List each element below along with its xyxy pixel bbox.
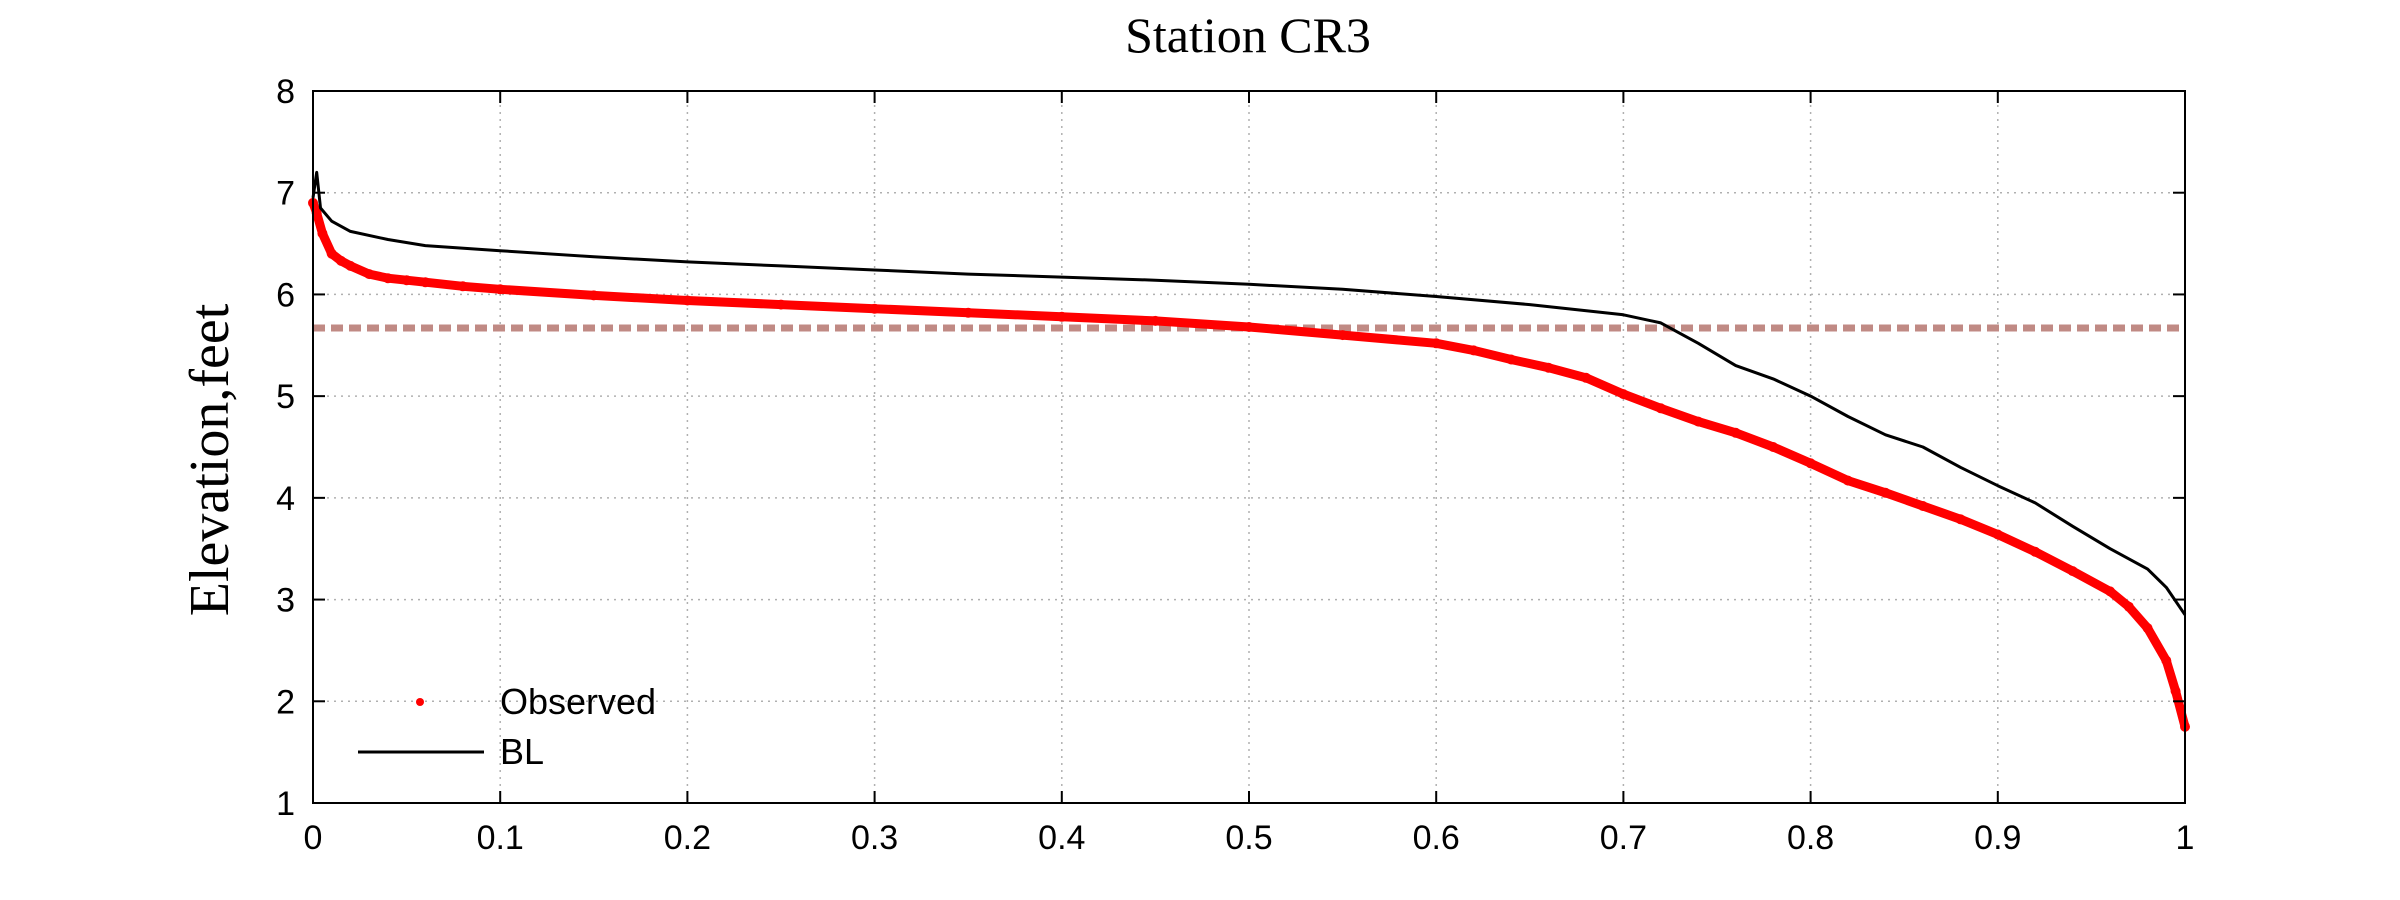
legend-observed-marker xyxy=(416,698,424,706)
legend-observed-label: Observed xyxy=(500,681,656,722)
observed-point xyxy=(1805,458,1816,469)
observed-point xyxy=(326,248,337,259)
observed-point xyxy=(1955,514,1966,525)
y-tick-label: 7 xyxy=(276,175,295,213)
series-layer xyxy=(308,170,2190,732)
bl-series-line xyxy=(311,170,2187,616)
observed-point xyxy=(457,281,468,292)
y-tick-label: 8 xyxy=(276,73,295,111)
observed-point xyxy=(345,260,356,271)
observed-point xyxy=(1655,403,1666,414)
x-tick-label: 0.9 xyxy=(1974,819,2021,857)
observed-point xyxy=(1581,372,1591,383)
y-tick-label: 3 xyxy=(276,582,295,620)
observed-point xyxy=(963,307,974,318)
y-tick-label: 6 xyxy=(276,276,295,314)
x-tick-label: 0.5 xyxy=(1225,819,1272,857)
ticks: 0 0.1 0.2 0.3 0.4 0.5 0.6 0.7 0.8 0.9 1 1 2 3 4 5 6 7 8 xyxy=(276,73,2194,857)
legend-bl-label: BL xyxy=(500,731,544,772)
observed-point xyxy=(1992,529,2003,540)
observed-point xyxy=(1843,475,1853,486)
observed-point xyxy=(2067,566,2078,577)
observed-point xyxy=(364,269,375,280)
observed-point xyxy=(588,290,599,301)
observed-point xyxy=(1431,338,1442,349)
y-tick-label: 4 xyxy=(276,480,295,518)
y-tick-label: 2 xyxy=(276,683,295,721)
x-tick-label: 0 xyxy=(304,819,323,857)
observed-point xyxy=(1150,315,1161,326)
x-tick-label: 0.6 xyxy=(1413,819,1460,857)
observed-point xyxy=(776,299,786,310)
observed-point xyxy=(1506,354,1517,365)
observed-point xyxy=(2123,601,2134,612)
observed-point xyxy=(869,303,880,314)
x-tick-label: 1 xyxy=(2176,819,2195,857)
x-tick-label: 0.1 xyxy=(477,819,524,857)
observed-point xyxy=(401,275,412,286)
observed-point xyxy=(1693,416,1704,427)
x-tick-label: 0.4 xyxy=(1038,819,1085,857)
y-tick-label: 5 xyxy=(276,378,295,416)
observed-point xyxy=(2142,623,2153,634)
observed-point xyxy=(1880,487,1891,498)
observed-point xyxy=(1543,362,1554,373)
observed-point xyxy=(1730,427,1741,438)
observed-point xyxy=(2105,586,2116,597)
observed-point xyxy=(1917,501,1928,511)
observed-point xyxy=(1768,442,1779,452)
observed-point xyxy=(1244,322,1254,332)
observed-point xyxy=(311,208,322,219)
x-tick-label: 0.7 xyxy=(1600,819,1647,857)
observed-point xyxy=(1337,330,1348,341)
observed-point xyxy=(1618,389,1629,400)
observed-point xyxy=(495,284,506,295)
observed-point xyxy=(336,255,347,266)
x-tick-label: 0.3 xyxy=(851,819,898,857)
observed-point xyxy=(2030,546,2041,557)
observed-point xyxy=(682,295,693,306)
y-tick-label: 1 xyxy=(276,785,295,823)
observed-point xyxy=(2161,655,2172,666)
observed-point xyxy=(1056,311,1067,322)
y-axis-label: Elevation,feet xyxy=(179,303,241,616)
observed-point xyxy=(382,273,393,284)
observed-point xyxy=(1468,345,1479,356)
chart-title: Station CR3 xyxy=(1125,7,1371,63)
observed-point xyxy=(317,228,328,239)
x-tick-label: 0.8 xyxy=(1787,819,1834,857)
legend: Observed BL xyxy=(358,681,656,772)
x-tick-label: 0.2 xyxy=(664,819,711,857)
observed-point xyxy=(2170,686,2181,697)
observed-point xyxy=(420,277,431,288)
